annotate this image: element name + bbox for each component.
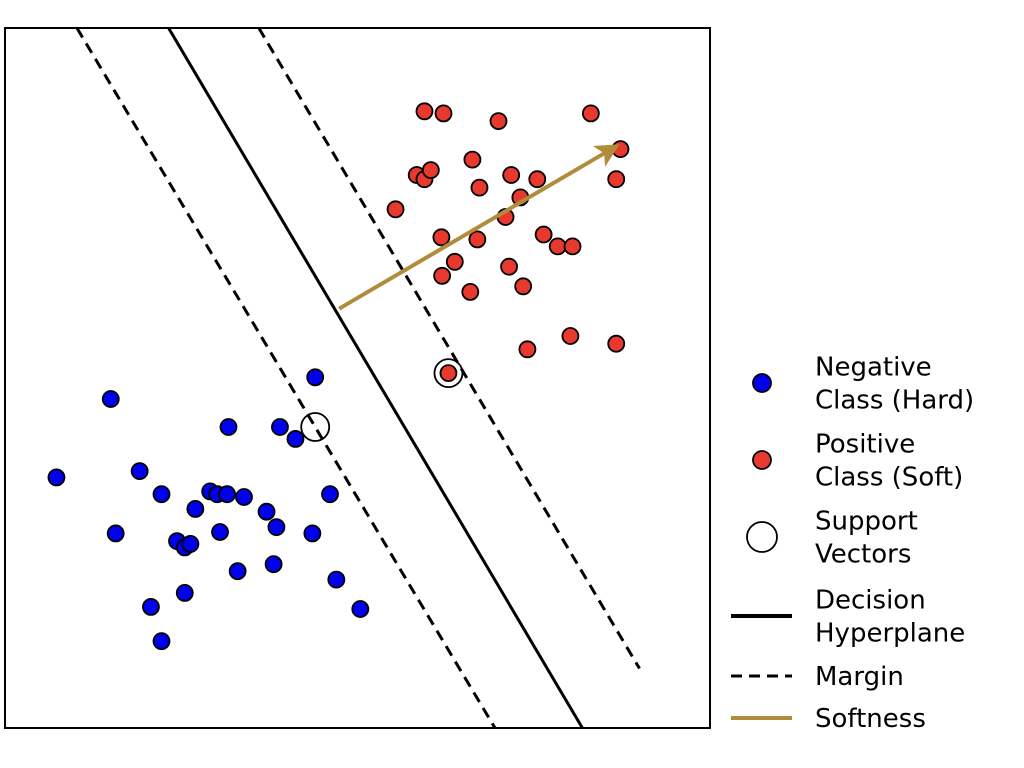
negative-point-3 [219,418,238,436]
negative-point-29 [152,632,171,651]
legend-label: Decision [815,586,926,616]
legend-label: Support [815,507,918,537]
legend-ring [746,521,778,553]
plot-content [47,28,641,728]
negative-point-12 [235,488,253,506]
legend-label: Class (Soft) [815,463,963,493]
plot-area [47,28,641,728]
negative-point-15 [257,502,276,521]
softness-arrow [338,144,620,311]
legend-marker [752,373,772,393]
legend-label: Negative [815,353,932,383]
legend-item-5: Margin [731,662,904,692]
negative-point-7 [130,462,149,481]
legend-item-6: Softness [731,704,926,734]
positive-point-24 [433,266,452,285]
margin-line-1 [75,28,497,728]
legend-label: Softness [815,704,926,734]
negative-point-2 [101,390,120,408]
support-vector-ring-1 [300,412,331,442]
legend-label: Vectors [815,540,911,570]
positive-point-11 [528,170,547,189]
support-vector-ring-2 [433,358,464,389]
positive-point-9 [421,161,440,180]
negative-point-23 [228,562,247,581]
negative-point-28 [351,600,370,618]
positive-point-20 [548,237,567,256]
negative-point-16 [106,524,125,543]
positive-point-13 [470,178,489,197]
positive-point-21 [563,237,582,256]
positive-point-26 [514,277,533,296]
negative-point-8 [152,485,171,504]
negative-point-17 [211,523,229,541]
negative-point-14 [186,499,205,518]
positive-point-2 [434,104,453,123]
negative-point-22 [181,535,200,553]
negative-point-18 [267,518,286,536]
positive-point-4 [581,104,600,123]
positive-point-29 [607,334,626,353]
positive-point-17 [432,228,451,247]
positive-point-10 [502,166,521,184]
positive-point-22 [445,252,464,271]
positive-point-27 [561,327,580,345]
negative-point-26 [142,598,160,616]
positive-point-25 [461,282,480,301]
negative-point-1 [306,368,325,387]
positive-point-12 [607,170,626,189]
negative-point-5 [286,429,305,448]
positive-point-1 [415,102,434,121]
legend-label: Margin [815,662,904,692]
positive-point-6 [463,150,482,169]
positive-point-30 [439,364,458,383]
legend-marker [752,450,772,470]
negative-point-4 [271,418,289,436]
negative-point-6 [47,468,66,487]
positive-point-19 [534,225,553,244]
negative-point-11 [218,485,236,504]
positive-point-18 [468,230,487,249]
negative-point-27 [175,584,194,602]
negative-point-13 [321,485,339,504]
legend-label: Class (Hard) [815,386,974,416]
negative-point-24 [264,555,283,574]
plot-frame [4,27,711,729]
negative-point-19 [303,524,322,543]
negative-point-25 [327,570,346,589]
positive-point-15 [386,200,405,219]
positive-point-28 [518,340,537,359]
legend-label: Positive [815,430,915,460]
legend-label: Hyperplane [815,619,965,649]
margin-line-2 [257,28,641,670]
positive-point-23 [500,257,518,276]
positive-point-3 [489,112,508,130]
decision-hyperplane-line [167,28,584,728]
